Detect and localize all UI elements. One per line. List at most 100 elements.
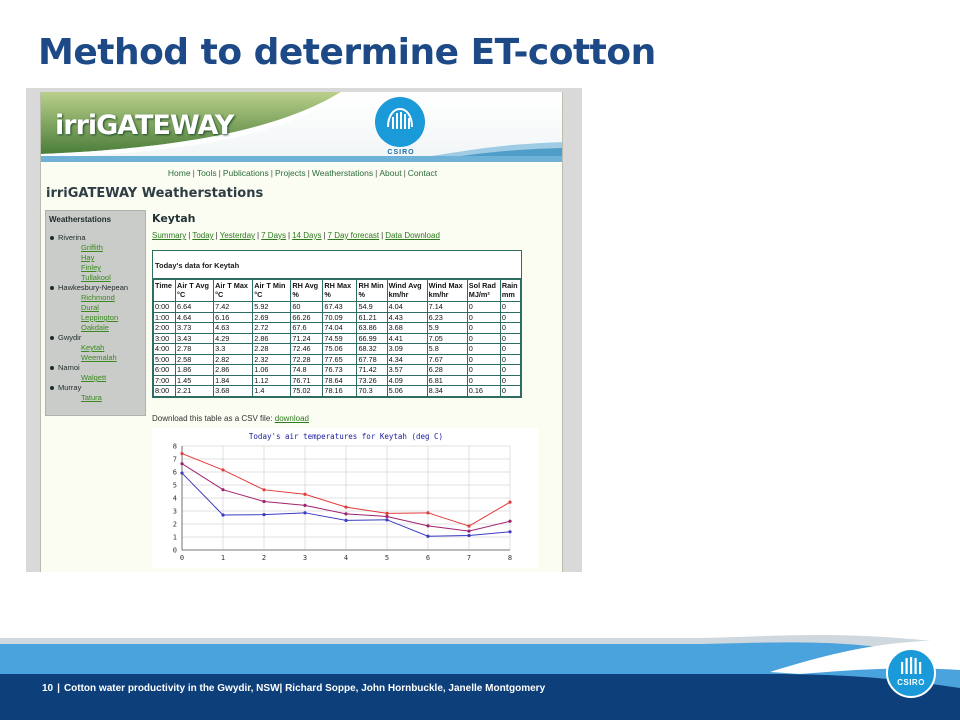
table-cell: 2.21 [175,385,215,397]
sidebar-region-namoi: Namoi [49,363,142,373]
table-row: 4:00 2.78 3.3 2.28 72.46 75.06 68.32 3.09 5.8 0 0 [152,343,522,355]
station-link-tullakool[interactable]: Tullakool [81,273,111,282]
station-link-leppington[interactable]: Leppington [81,313,119,322]
table-header-cell: RH Min% [356,279,388,302]
table-cell: 4.63 [213,322,254,334]
header-label: RH Min [358,281,384,290]
station-link-finley[interactable]: Finley [81,263,102,272]
table-cell: 0 [466,353,501,365]
header-label: Sol Rad [468,281,496,290]
table-cell: 0 [499,364,522,376]
station-link-weemalah[interactable]: Weemalah [81,353,117,362]
table-row: 2:00 3.73 4.63 2.72 67.6 74.04 63.86 3.68 5.9 0 0 [152,322,522,334]
table-cell: 0 [466,311,501,323]
table-cell: 70.09 [322,311,358,323]
table-cell: 78.16 [322,385,358,397]
table-cell: 77.65 [322,353,358,365]
table-cell: 6.16 [213,311,254,323]
x-tick-label: 5 [385,554,389,562]
station-link-richmond[interactable]: Richmond [81,293,115,302]
station-link-griffith[interactable]: Griffith [81,243,103,252]
data-point [385,518,389,522]
table-cell: 6:00 [152,364,177,376]
table-cell: 7.05 [426,332,468,344]
header-unit: % [292,290,299,299]
y-tick-label: 7 [173,456,177,464]
nav-home[interactable]: Home [167,168,191,178]
nav-about[interactable]: About [379,168,402,178]
table-cell: 61.21 [356,311,388,323]
sidebar-region-gwydir: Gwydir [49,333,142,343]
csiro-footer-logo-text: CSIRO [897,678,925,687]
data-point [221,468,225,472]
table-cell: 0 [466,301,501,313]
nav-tools[interactable]: Tools [196,168,217,178]
nav-contact[interactable]: Contact [407,168,438,178]
table-cell: 0 [499,385,522,397]
header-unit: mm [501,290,515,299]
nav-projects[interactable]: Projects [274,168,306,178]
table-cell: 4.64 [175,311,215,323]
subnav-today[interactable]: Today [192,231,214,240]
header-unit: km/hr [388,290,409,299]
data-point [426,511,430,515]
header-unit: % [358,290,365,299]
table-cell: 0.16 [466,385,501,397]
subnav-yesterday[interactable]: Yesterday [219,231,256,240]
subnav-14-days[interactable]: 14 Days [292,231,322,240]
data-point [180,471,184,475]
x-tick-label: 8 [508,554,512,562]
station-link-dural[interactable]: Dural [81,303,99,312]
site-banner: irriGATEWAY CSIRO [41,92,562,162]
table-cell: 2.58 [175,353,215,365]
table-cell: 74.04 [322,322,358,334]
data-point [262,488,266,492]
table-cell: 75.06 [322,343,358,355]
station-link-tatura[interactable]: Tatura [81,393,102,402]
table-row: 7:00 1.45 1.84 1.12 76.71 78.64 73.26 4.09 6.81 0… [152,374,522,386]
nav-weatherstations[interactable]: Weatherstations [311,168,374,178]
header-label: Wind Avg [388,281,422,290]
table-cell: 4.29 [213,332,254,344]
subnav-7-day-forecast[interactable]: 7 Day forecast [327,231,380,240]
station-link-hay[interactable]: Hay [81,253,95,262]
table-header-cell: Time [152,279,177,302]
header-unit: MJ/m² [468,290,490,299]
table-cell: 1.45 [175,374,215,386]
table-cell: 2.32 [252,353,292,365]
data-point [426,534,430,538]
table-cell: 67.43 [322,301,358,313]
csv-download-link[interactable]: download [274,414,309,423]
table-cell: 8.34 [426,385,468,397]
subnav-7-days[interactable]: 7 Days [261,231,287,240]
y-tick-label: 3 [173,508,177,516]
nav-publications[interactable]: Publications [222,168,269,178]
station-link-walgett[interactable]: Walgett [81,373,107,382]
station-link-keytah[interactable]: Keytah [81,343,105,352]
table-header-cell: Wind Avg km/hr [386,279,428,302]
table-header-cell: Air T Min °C [252,279,292,302]
table-cell: 0 [499,332,522,344]
data-point [221,488,225,492]
table-cell: 4.41 [386,332,428,344]
table-cell: 6.64 [175,301,215,313]
table-cell: 2.86 [213,364,254,376]
data-point [385,511,389,515]
station-link-oakdale[interactable]: Oakdale [81,323,109,332]
table-cell: 2.28 [252,343,292,355]
header-unit: °C [215,290,224,299]
slide-title: Method to determine ET-cotton [38,32,656,73]
header-unit: °C [254,290,263,299]
subnav-summary[interactable]: Summary [152,231,187,240]
table-cell: 7.14 [426,301,468,313]
subnav-data-download[interactable]: Data Download [385,231,440,240]
irrigateway-logo[interactable]: irriGATEWAY [55,110,234,141]
footer-caption: Cotton water productivity in the Gwydir,… [63,683,546,694]
table-row: 1:00 4.64 6.16 2.69 66.26 70.09 61.21 4.43 6.23 0… [152,311,522,323]
table-cell: 73.26 [356,374,388,386]
table-cell: 0 [499,343,522,355]
sidebar-region-hawkesbury-nepean: Hawkesbury-Nepean [49,283,142,293]
table-cell: 5.9 [426,322,468,334]
table-cell: 74.59 [322,332,358,344]
header-label: Air T Max [215,281,248,290]
